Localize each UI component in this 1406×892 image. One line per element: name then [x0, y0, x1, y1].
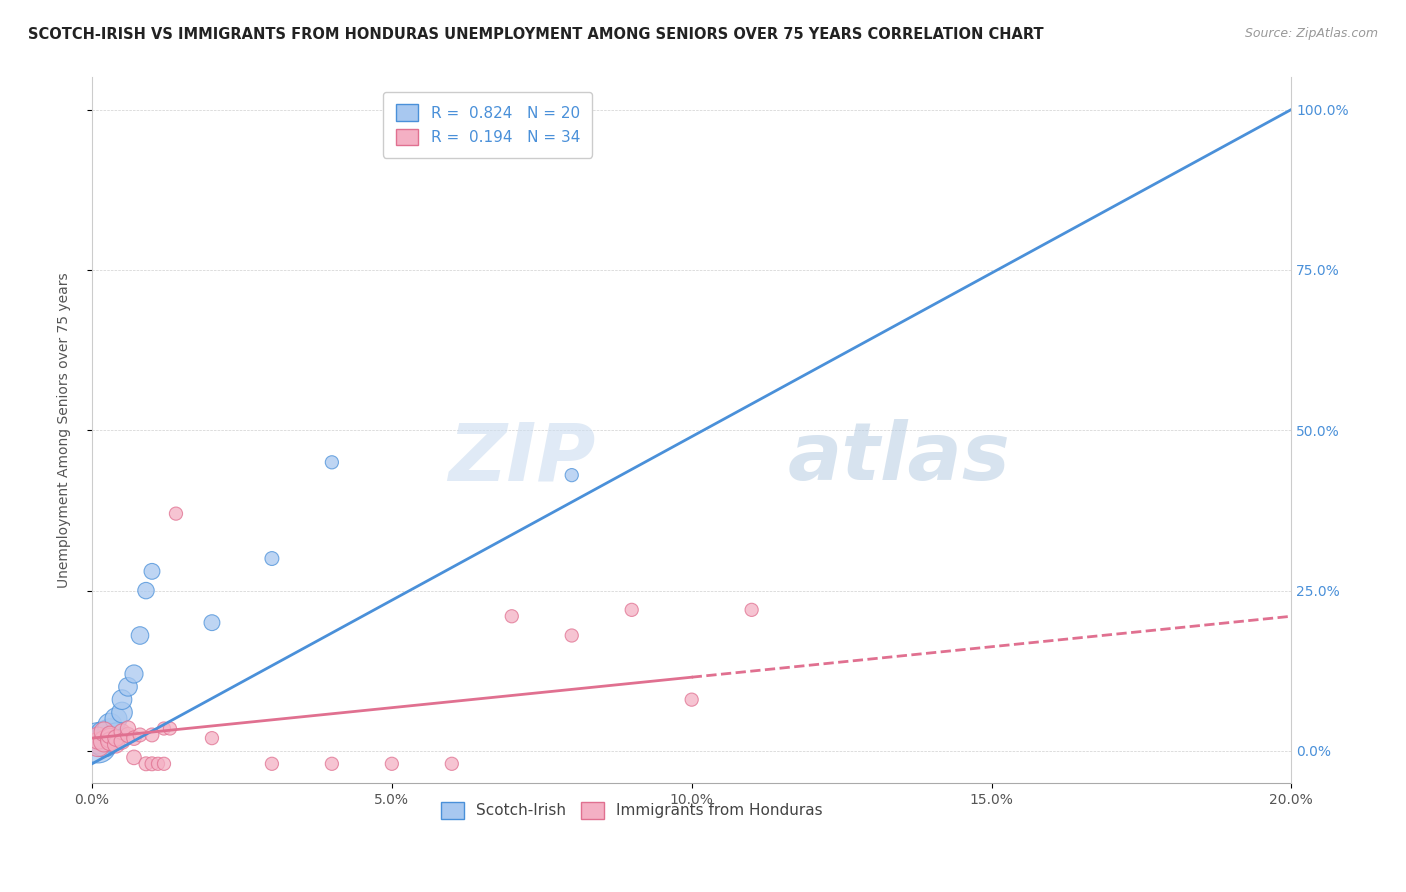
Point [93, 734, 115, 748]
Point [111, 692, 134, 706]
Point [321, 455, 343, 469]
Point [117, 728, 139, 742]
Point [129, 728, 152, 742]
Point [501, 609, 523, 624]
Point [122, 667, 145, 681]
Point [87, 731, 110, 746]
Point [620, 603, 643, 617]
Text: SCOTCH-IRISH VS IMMIGRANTS FROM HONDURAS UNEMPLOYMENT AMONG SENIORS OVER 75 YEAR: SCOTCH-IRISH VS IMMIGRANTS FROM HONDURAS… [28, 27, 1043, 42]
Point [201, 731, 224, 746]
Point [98, 731, 121, 746]
Text: ZIP: ZIP [449, 419, 596, 498]
Point [122, 750, 145, 764]
Point [105, 728, 128, 742]
Point [111, 706, 134, 720]
Point [105, 738, 128, 752]
Point [87, 738, 110, 752]
Point [87, 738, 110, 752]
Point [105, 731, 128, 746]
Point [159, 722, 181, 736]
Point [111, 734, 134, 748]
Point [117, 722, 139, 736]
Point [153, 756, 176, 771]
Point [741, 603, 763, 617]
Y-axis label: Unemployment Among Seniors over 75 years: Unemployment Among Seniors over 75 years [58, 272, 72, 588]
Point [165, 507, 187, 521]
Point [93, 734, 115, 748]
Text: atlas: atlas [787, 419, 1011, 498]
Point [98, 718, 121, 732]
Text: Source: ZipAtlas.com: Source: ZipAtlas.com [1244, 27, 1378, 40]
Point [117, 680, 139, 694]
Point [260, 756, 283, 771]
Point [681, 692, 703, 706]
Point [146, 756, 169, 771]
Point [141, 565, 163, 579]
Point [98, 731, 121, 746]
Point [561, 468, 583, 483]
Legend: Scotch-Irish, Immigrants from Honduras: Scotch-Irish, Immigrants from Honduras [434, 796, 830, 825]
Point [201, 615, 224, 630]
Point [561, 628, 583, 642]
Point [122, 731, 145, 746]
Point [87, 731, 110, 746]
Point [105, 712, 128, 726]
Point [129, 628, 152, 642]
Point [98, 724, 121, 739]
Point [93, 728, 115, 742]
Point [98, 728, 121, 742]
Point [98, 734, 121, 748]
Point [153, 722, 176, 736]
Point [135, 756, 157, 771]
Point [141, 728, 163, 742]
Point [141, 756, 163, 771]
Point [135, 583, 157, 598]
Point [111, 724, 134, 739]
Point [260, 551, 283, 566]
Point [93, 724, 115, 739]
Point [321, 756, 343, 771]
Point [381, 756, 404, 771]
Point [440, 756, 463, 771]
